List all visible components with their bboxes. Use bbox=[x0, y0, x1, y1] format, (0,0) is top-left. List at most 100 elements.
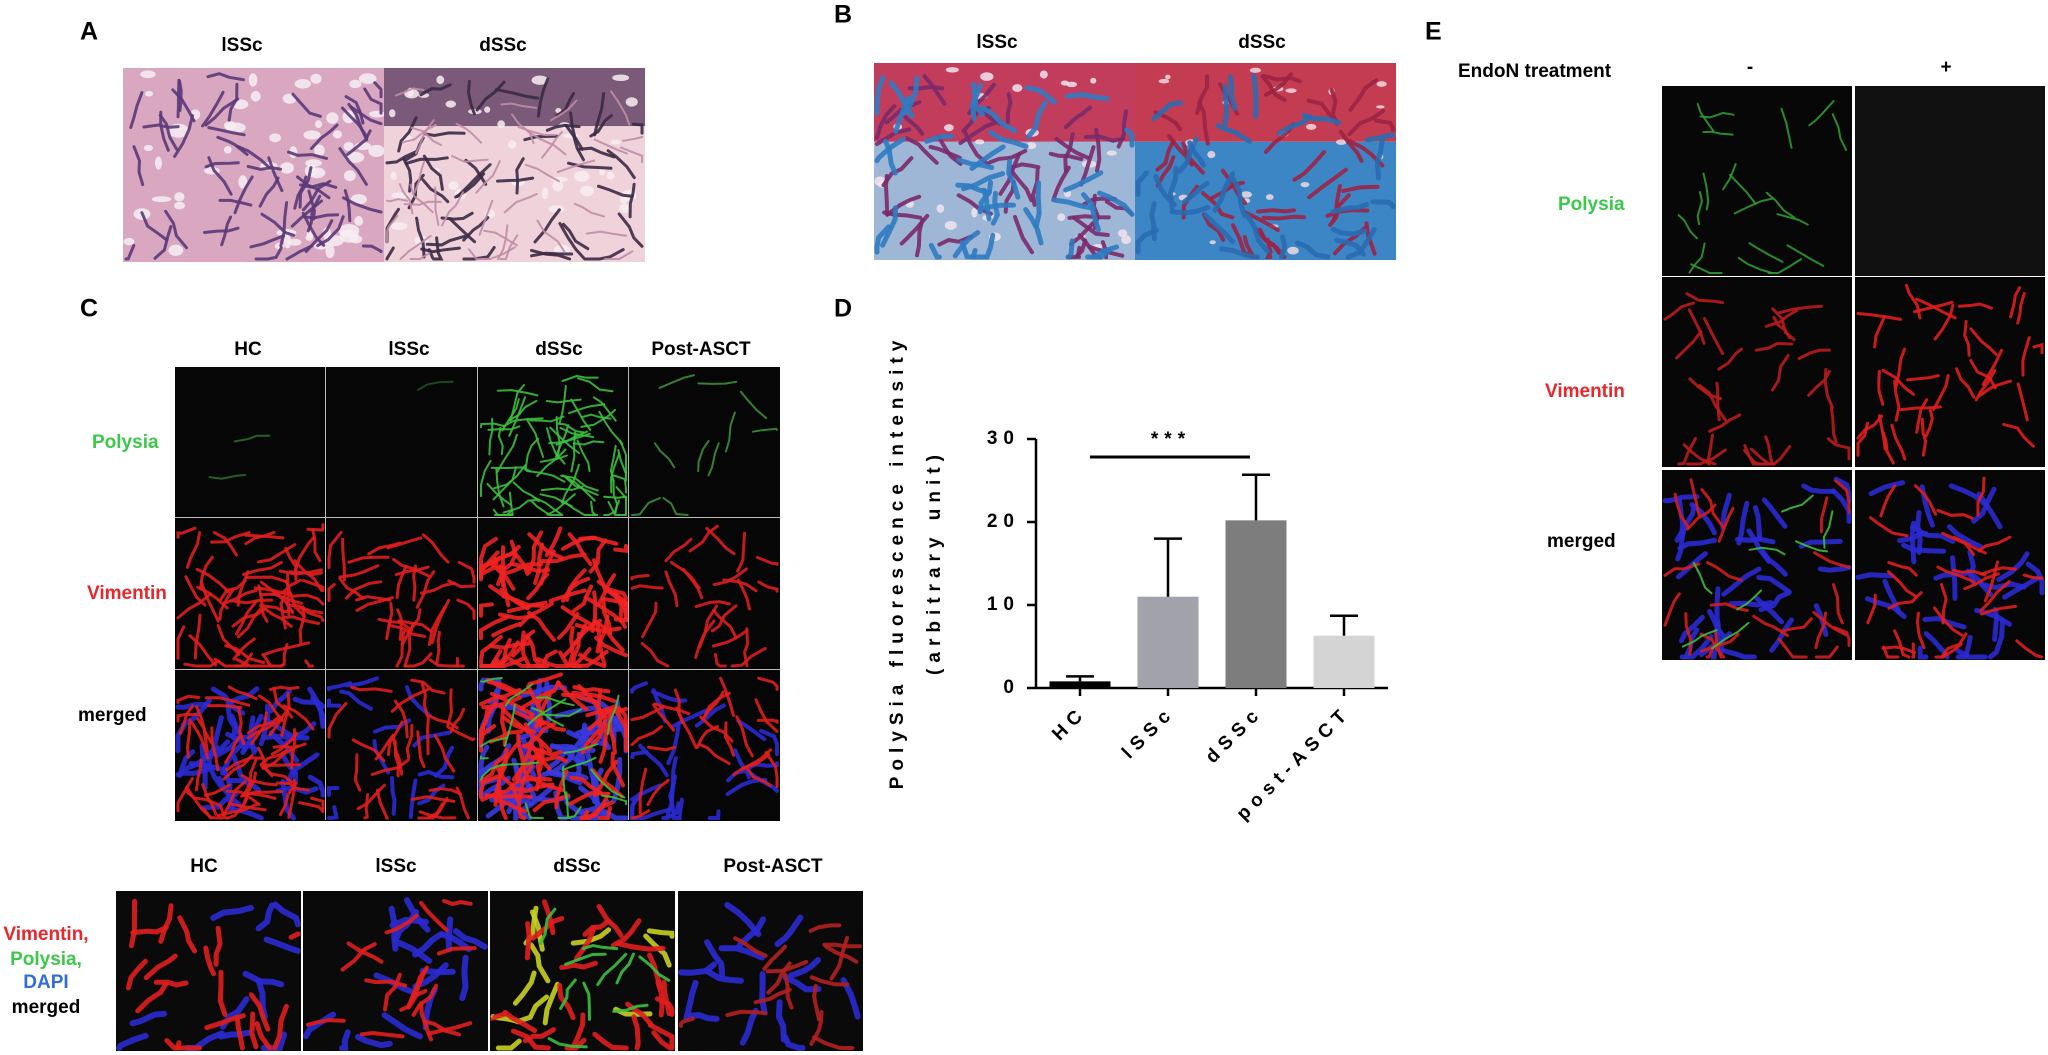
micrograph-fiber bbox=[704, 968, 744, 984]
micrograph-fiber bbox=[178, 79, 183, 113]
micrograph-fiber bbox=[433, 734, 456, 773]
micrograph-fiber bbox=[532, 793, 571, 813]
micrograph-fiber bbox=[306, 1018, 346, 1027]
micrograph-fiber bbox=[757, 676, 779, 691]
micrograph-fiber bbox=[1977, 535, 2012, 553]
micrograph-fiber bbox=[447, 579, 476, 589]
micrograph-fiber bbox=[1048, 151, 1084, 162]
micrograph-fiber bbox=[1710, 648, 1717, 660]
micrograph-fiber bbox=[488, 417, 494, 456]
micrograph-fiber bbox=[574, 623, 622, 633]
micrograph-fiber bbox=[754, 698, 779, 733]
micrograph-fiber bbox=[1819, 496, 1829, 534]
micrograph-fiber bbox=[495, 798, 528, 814]
micrograph-fiber bbox=[176, 777, 194, 813]
micrograph bbox=[116, 891, 301, 1051]
micrograph-fiber bbox=[558, 222, 587, 261]
micrograph-fiber bbox=[203, 226, 240, 234]
micrograph-fiber bbox=[497, 786, 508, 820]
micrograph-cell bbox=[1376, 105, 1385, 109]
row-label: Vimentin bbox=[87, 583, 167, 604]
micrograph-fiber bbox=[1940, 632, 1968, 659]
micrograph-fiber bbox=[1065, 238, 1075, 260]
micrograph-fiber bbox=[638, 743, 669, 778]
micrograph-fiber bbox=[622, 135, 643, 142]
micrograph-fiber bbox=[1983, 560, 1999, 603]
micrograph-fiber bbox=[1748, 242, 1784, 263]
micrograph-fiber bbox=[981, 187, 992, 222]
micrograph-fiber bbox=[464, 158, 488, 186]
micrograph-fiber bbox=[248, 992, 271, 1032]
micrograph-fiber bbox=[1699, 632, 1740, 653]
micrograph-fiber bbox=[327, 530, 343, 570]
micrograph-fiber bbox=[190, 721, 210, 760]
micrograph-fiber bbox=[603, 809, 629, 821]
micrograph-fiber bbox=[456, 598, 476, 620]
micrograph-cell bbox=[305, 234, 314, 241]
micrograph-fiber bbox=[1879, 484, 1897, 518]
micrograph-fiber bbox=[592, 396, 617, 422]
micrograph-fiber bbox=[235, 144, 272, 170]
micrograph-fiber bbox=[577, 684, 605, 718]
micrograph-fiber bbox=[1212, 171, 1236, 213]
micrograph-bg bbox=[326, 367, 477, 518]
micrograph-fiber bbox=[499, 562, 544, 577]
micrograph-cell bbox=[508, 140, 517, 149]
micrograph-fiber bbox=[1978, 379, 2013, 398]
micrograph-fiber bbox=[341, 196, 383, 214]
micrograph-fiber bbox=[549, 99, 578, 122]
micrograph-fiber bbox=[527, 672, 564, 686]
micrograph-fiber bbox=[617, 212, 644, 248]
micrograph-fiber bbox=[490, 1011, 507, 1022]
micrograph-fiber bbox=[1780, 617, 1813, 633]
micrograph-fiber bbox=[539, 493, 573, 508]
micrograph-fiber bbox=[267, 156, 284, 193]
micrograph-fiber bbox=[646, 778, 670, 807]
micrograph-fiber bbox=[883, 138, 898, 176]
panel-label: A bbox=[80, 18, 98, 46]
micrograph-cell bbox=[250, 90, 261, 102]
micrograph-fiber bbox=[206, 755, 224, 789]
micrograph-fiber bbox=[1295, 240, 1331, 260]
micrograph-fiber bbox=[227, 82, 239, 122]
micrograph-fiber bbox=[395, 630, 406, 668]
micrograph-fiber bbox=[983, 232, 996, 260]
micrograph-fiber bbox=[1797, 348, 1831, 360]
micrograph-fiber bbox=[346, 941, 384, 964]
column-header: Post-ASCT bbox=[651, 339, 751, 360]
micrograph bbox=[629, 518, 780, 669]
micrograph-fiber bbox=[528, 942, 551, 984]
micrograph-fiber bbox=[1963, 572, 2000, 591]
panel-label: E bbox=[1425, 18, 1442, 46]
micrograph-fiber bbox=[719, 676, 735, 717]
micrograph-fiber bbox=[193, 613, 202, 660]
micrograph-fiber bbox=[561, 222, 590, 251]
legend-label: Polysia, bbox=[10, 949, 82, 970]
micrograph-fiber bbox=[1936, 565, 1976, 584]
micrograph-fiber bbox=[415, 119, 435, 155]
micrograph-fiber bbox=[498, 612, 534, 621]
micrograph-fiber bbox=[493, 556, 516, 591]
micrograph-fiber bbox=[561, 756, 597, 771]
micrograph-fiber bbox=[1702, 172, 1710, 211]
micrograph-cell bbox=[314, 144, 325, 157]
micrograph-fiber bbox=[698, 604, 719, 649]
micrograph-fiber bbox=[2032, 342, 2044, 355]
micrograph-fiber bbox=[288, 930, 301, 940]
micrograph-fiber bbox=[347, 555, 390, 564]
micrograph-fiber bbox=[759, 971, 768, 1016]
micrograph-fiber bbox=[612, 1003, 649, 1013]
micrograph-fiber bbox=[395, 564, 408, 599]
micrograph-fiber bbox=[1696, 102, 1715, 132]
micrograph-fiber bbox=[495, 433, 518, 474]
micrograph-fiber bbox=[1786, 244, 1825, 267]
micrograph-fiber bbox=[327, 681, 353, 692]
micrograph-fiber bbox=[255, 902, 275, 932]
micrograph-fiber bbox=[774, 914, 804, 947]
micrograph-fiber bbox=[1031, 168, 1040, 207]
micrograph-fiber bbox=[1256, 208, 1296, 214]
micrograph-fiber bbox=[234, 1015, 245, 1051]
micrograph-fiber bbox=[279, 201, 289, 248]
micrograph-fiber bbox=[173, 114, 194, 158]
micrograph-fiber bbox=[1760, 445, 1792, 466]
